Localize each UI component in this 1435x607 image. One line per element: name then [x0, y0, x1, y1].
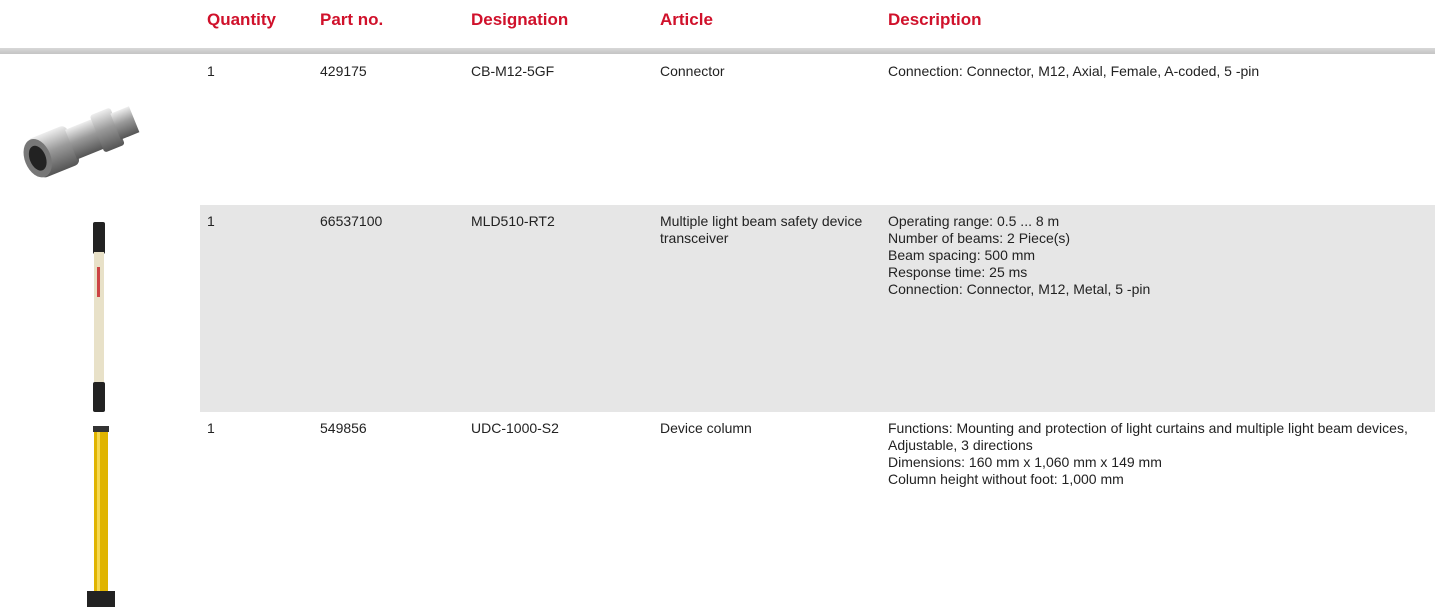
header-rule	[0, 48, 1435, 54]
cell-quantity: 1	[207, 63, 215, 79]
connector-image	[23, 106, 140, 178]
description-line: Number of beams: 2 Piece(s)	[888, 230, 1071, 246]
column-header: Part no.	[320, 10, 384, 29]
cell-designation: CB-M12-5GF	[471, 63, 555, 79]
description-line: Connection: Connector, M12, Metal, 5 -pi…	[888, 281, 1151, 297]
cell-quantity: 1	[207, 213, 215, 229]
table-row: 1 429175 CB-M12-5GF Connector Connection: Co…	[200, 55, 1435, 205]
cell-description: Operating range: 0.5 ... 8 m Number of be…	[888, 213, 1423, 298]
column-image	[87, 426, 115, 607]
column-header: Description	[888, 10, 982, 29]
table-row: 1 66537100 MLD510-RT2 Multiple light beam s…	[200, 205, 1435, 412]
cell-quantity: 1	[207, 420, 215, 436]
table-row: 1 549856 UDC-1000-S2 Device column Functions…	[200, 412, 1435, 607]
device-image	[93, 222, 105, 412]
cell-part-no: 429175	[320, 63, 367, 79]
description-line: Column height without foot: 1,000 mm	[888, 471, 1124, 487]
cell-article: Multiple light beam safety device transc…	[660, 213, 863, 246]
cell-part-no: 66537100	[320, 213, 383, 229]
description-line: Functions: Mounting and protection of li…	[888, 420, 1408, 453]
cell-designation: MLD510-RT2	[471, 213, 555, 229]
cell-article: Connector	[660, 63, 725, 79]
cell-description: Connection: Connector, M12, Axial, Femal…	[888, 63, 1423, 80]
description-line: Operating range: 0.5 ... 8 m	[888, 213, 1060, 229]
cell-part-no: 549856	[320, 420, 367, 436]
column-header: Designation	[471, 10, 569, 29]
description-line: Response time: 25 ms	[888, 264, 1028, 280]
cell-designation: UDC-1000-S2	[471, 420, 559, 436]
cell-article: Device column	[660, 420, 752, 436]
description-line: Connection: Connector, M12, Axial, Femal…	[888, 63, 1260, 79]
cell-description: Functions: Mounting and protection of li…	[888, 420, 1423, 488]
description-line: Beam spacing: 500 mm	[888, 247, 1036, 263]
column-header: Quantity	[207, 10, 276, 29]
column-header: Article	[660, 10, 713, 29]
description-line: Dimensions: 160 mm x 1,060 mm x 149 mm	[888, 454, 1162, 470]
